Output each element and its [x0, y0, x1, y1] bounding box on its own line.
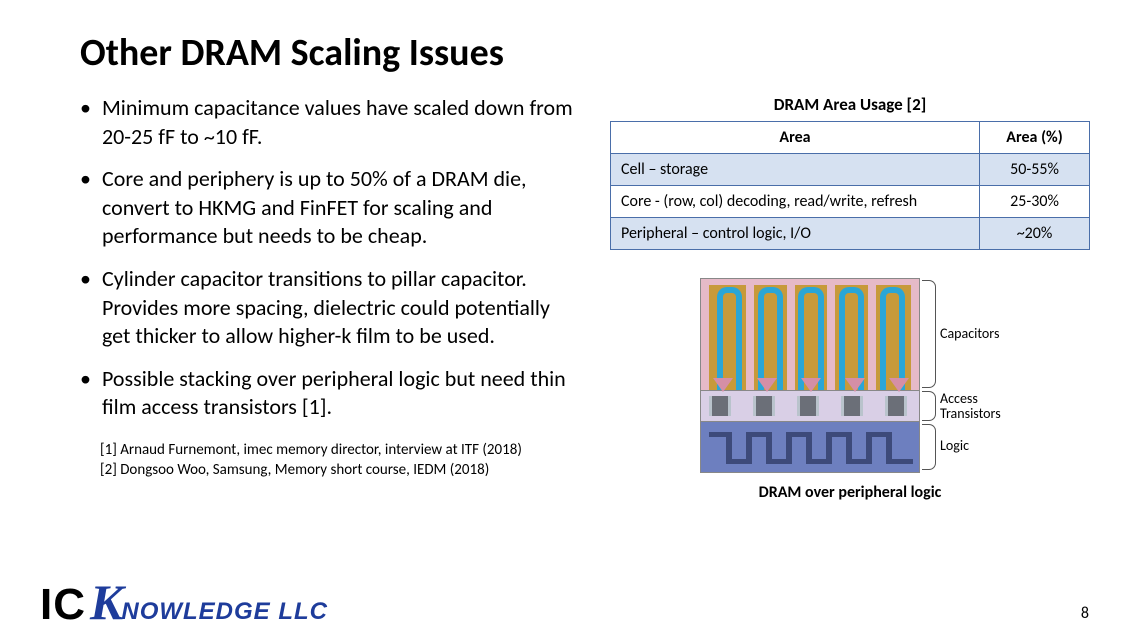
funnel-icon: [757, 378, 777, 392]
right-column: DRAM Area Usage [2] Area Area (%) Cell –…: [600, 94, 1090, 502]
capacitor-pillar: [880, 287, 905, 390]
funnel-icon: [801, 378, 821, 392]
bullet-item: Possible stacking over peripheral logic …: [80, 365, 580, 422]
table-cell-label: Core - (row, col) decoding, read/write, …: [611, 186, 980, 218]
left-column: Minimum capacitance values have scaled d…: [80, 94, 600, 502]
table-cell-label: Cell – storage: [611, 154, 980, 186]
bullet-item: Core and periphery is up to 50% of a DRA…: [80, 165, 580, 251]
diagram-label-access: Access Transistors: [940, 391, 1001, 422]
diagram-caption: DRAM over peripheral logic: [610, 483, 1090, 502]
table-header: Area: [611, 122, 980, 154]
access-gate: [841, 396, 863, 416]
access-gate: [753, 396, 775, 416]
access-gate: [797, 396, 819, 416]
diagram-label-capacitors: Capacitors: [940, 326, 999, 341]
brace-icon: [922, 280, 936, 388]
logic-layer: [700, 421, 920, 473]
capacitor-gap: [746, 285, 754, 390]
table-header: Area (%): [980, 122, 1090, 154]
table-cell-pct: 50-55%: [980, 154, 1090, 186]
references: [1] Arnaud Furnemont, imec memory direct…: [80, 440, 580, 481]
brace-icon: [922, 391, 936, 421]
table-row: Core - (row, col) decoding, read/write, …: [611, 186, 1090, 218]
funnel-icon: [845, 378, 865, 392]
capacitor-dielectric: [709, 285, 911, 390]
table-row: Cell – storage50-55%: [611, 154, 1090, 186]
funnel-icon: [889, 378, 909, 392]
logic-trace-icon: [707, 432, 915, 464]
area-usage-table: Area Area (%) Cell – storage50-55%Core -…: [610, 121, 1090, 250]
bullet-item: Minimum capacitance values have scaled d…: [80, 94, 580, 151]
table-title: DRAM Area Usage [2]: [610, 94, 1090, 115]
logo-rest-text: NOWLEDGE LLC: [121, 598, 328, 626]
cross-section-diagram: Capacitors Access Transistors Logic: [700, 278, 1000, 473]
capacitor-pillar: [717, 287, 742, 390]
capacitor-pillar: [758, 287, 783, 390]
page-number: 8: [1081, 604, 1089, 623]
table-cell-pct: ~20%: [980, 218, 1090, 250]
access-gate: [885, 396, 907, 416]
logo-k-text: K: [90, 573, 123, 631]
page-title: Other DRAM Scaling Issues: [80, 30, 1094, 76]
bullet-item: Cylinder capacitor transitions to pillar…: [80, 265, 580, 351]
capacitor-gap: [827, 285, 835, 390]
slide: Other DRAM Scaling Issues Minimum capaci…: [0, 0, 1144, 643]
table-cell-pct: 25-30%: [980, 186, 1090, 218]
brace-icon: [922, 424, 936, 470]
reference-line: [2] Dongsoo Woo, Samsung, Memory short c…: [100, 460, 580, 480]
reference-line: [1] Arnaud Furnemont, imec memory direct…: [100, 440, 580, 460]
capacitor-gap: [787, 285, 795, 390]
capacitor-pillar: [798, 287, 823, 390]
table-row: Peripheral – control logic, I/O~20%: [611, 218, 1090, 250]
content-row: Minimum capacitance values have scaled d…: [80, 94, 1094, 502]
bullet-list: Minimum capacitance values have scaled d…: [80, 94, 580, 422]
funnel-icon: [713, 378, 733, 392]
logo-ic-text: IC: [40, 580, 86, 630]
access-gate: [709, 396, 731, 416]
diagram-label-logic: Logic: [940, 438, 969, 453]
capacitor-layer: [700, 278, 920, 391]
table-cell-label: Peripheral – control logic, I/O: [611, 218, 980, 250]
capacitor-pillar: [839, 287, 864, 390]
access-transistor-layer: [700, 391, 920, 421]
capacitor-gap: [868, 285, 876, 390]
company-logo: IC K NOWLEDGE LLC: [40, 573, 328, 631]
diagram-container: Capacitors Access Transistors Logic: [610, 278, 1090, 473]
